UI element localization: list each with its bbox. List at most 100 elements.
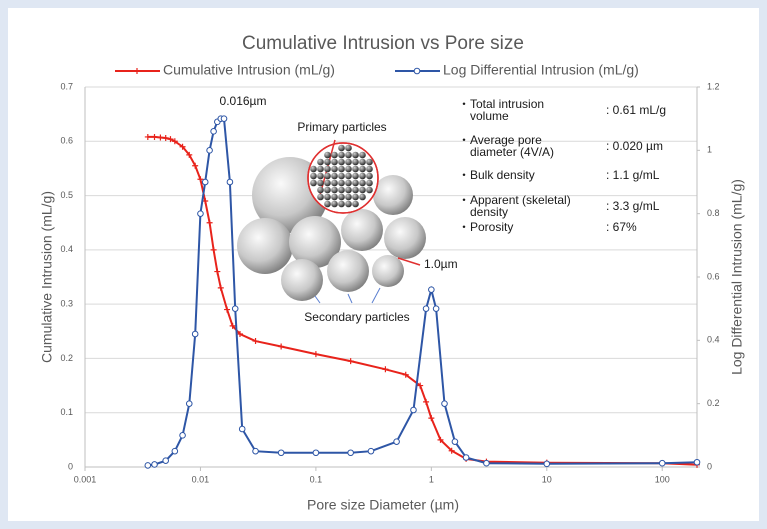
marker [151, 461, 158, 468]
legend-label: Log Differential Intrusion (mL/g) [443, 62, 639, 78]
primary-particle [338, 144, 345, 152]
y2-axis-label: Log Differential Intrusion (mL/g) [729, 179, 745, 375]
primary-particle [359, 165, 366, 173]
annotation: 0.016µm [220, 94, 267, 108]
sphere [341, 209, 383, 251]
primary-particle [331, 193, 338, 201]
primary-particle [359, 158, 366, 166]
primary-particle [324, 158, 331, 166]
property-value: : 67% [606, 220, 637, 234]
y-tick-label: 0.1 [60, 407, 73, 417]
marker [179, 432, 186, 439]
marker [210, 246, 217, 253]
marker [197, 210, 204, 217]
y-tick-label: 0.2 [60, 353, 73, 363]
marker [428, 286, 435, 293]
primary-particle [359, 151, 366, 159]
primary-particle [352, 151, 359, 159]
primary-particle [359, 193, 366, 201]
marker [367, 447, 375, 455]
x-tick-label: 0.01 [192, 474, 210, 484]
marker [185, 400, 193, 407]
y2-tick-label: 0.8 [707, 208, 720, 218]
primary-particle [338, 193, 345, 201]
property-label: ・Apparent (skeletal) [458, 193, 571, 207]
primary-particle [366, 186, 373, 194]
property-label: ・Total intrusion [458, 97, 544, 111]
marker [382, 366, 389, 373]
property-label: diameter (4V/A) [470, 145, 554, 159]
sphere [289, 216, 341, 268]
property-value: : 1.1 g/mL [606, 168, 660, 182]
marker [151, 133, 158, 140]
marker [413, 67, 421, 75]
primary-particle [345, 200, 352, 208]
primary-particle [331, 179, 338, 187]
primary-particle [317, 193, 324, 201]
property-label: ・Average pore [458, 133, 542, 147]
primary-particle [338, 172, 345, 180]
primary-particle [345, 165, 352, 173]
marker [224, 306, 231, 313]
y-axis-label: Cumulative Intrusion (mL/g) [39, 191, 55, 363]
primary-particle [324, 172, 331, 180]
arrow [397, 257, 421, 266]
primary-particle [324, 165, 331, 173]
primary-particle [345, 158, 352, 166]
primary-particle [352, 179, 359, 187]
y-tick-label: 0.6 [60, 136, 73, 146]
marker [144, 133, 151, 140]
primary-particle [317, 158, 324, 166]
primary-particle [331, 158, 338, 166]
marker [312, 449, 320, 457]
marker [162, 457, 169, 464]
marker [347, 358, 354, 365]
marker [186, 151, 193, 158]
marker [179, 143, 186, 150]
marker [191, 330, 199, 338]
primary-particle [345, 193, 352, 201]
sphere [327, 250, 369, 292]
primary-particle [317, 172, 324, 180]
primary-particle [345, 179, 352, 187]
chart-title: Cumulative Intrusion vs Pore size [242, 33, 524, 54]
primary-particle [331, 151, 338, 159]
marker [157, 134, 164, 141]
sphere [281, 259, 323, 301]
primary-particle [331, 200, 338, 208]
primary-particle [352, 158, 359, 166]
marker [441, 400, 448, 407]
sphere [373, 175, 413, 215]
marker [278, 343, 285, 350]
primary-particle [345, 172, 352, 180]
marker [423, 398, 430, 405]
marker [231, 305, 239, 312]
primary-particle [324, 200, 331, 208]
y2-tick-label: 0.4 [707, 335, 720, 345]
primary-particle [331, 165, 338, 173]
marker [197, 176, 204, 183]
primary-particle [338, 200, 345, 208]
x-tick-label: 100 [655, 474, 670, 484]
arrow [347, 293, 353, 304]
marker [347, 449, 354, 457]
marker [192, 162, 199, 169]
marker [236, 331, 243, 337]
marker [462, 454, 470, 461]
marker [483, 459, 490, 467]
property-label: ・Bulk density [458, 168, 535, 182]
property-value: : 0.020 µm [606, 139, 663, 153]
marker [312, 351, 319, 358]
primary-particle [345, 186, 352, 194]
annotation: Primary particles [297, 120, 386, 134]
marker [162, 135, 169, 142]
marker [658, 459, 666, 467]
primary-particle [338, 165, 345, 173]
x-tick-label: 1 [429, 474, 434, 484]
series-line [147, 117, 698, 467]
x-tick-label: 0.1 [310, 474, 323, 484]
primary-particle [366, 179, 373, 187]
primary-particle [366, 165, 373, 173]
primary-particle [352, 186, 359, 194]
